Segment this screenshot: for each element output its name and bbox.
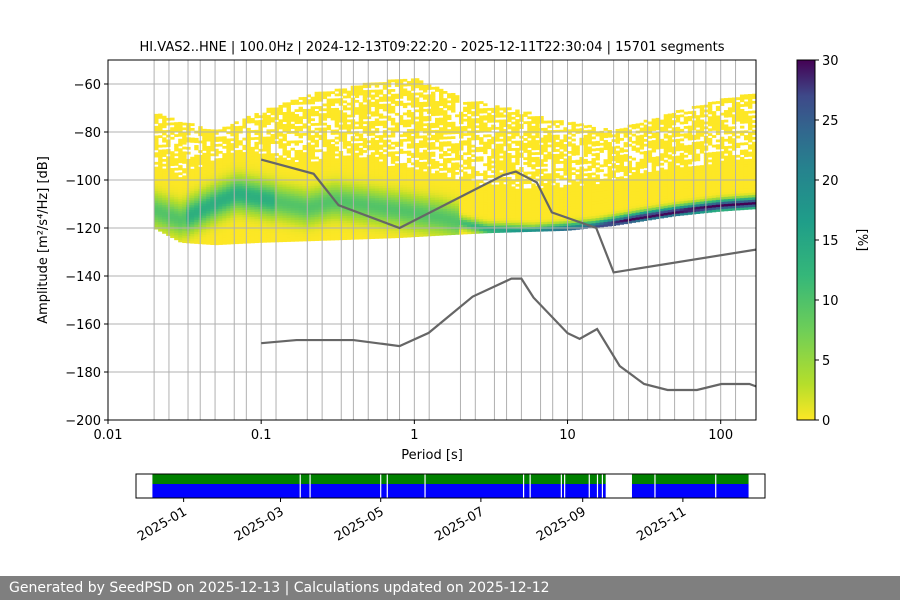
availability-tick-label: 2025-07 (432, 504, 487, 544)
x-tick-label: 0.1 (251, 428, 272, 443)
colorbar-tick-label: 30 (822, 54, 839, 69)
grid-lines (108, 60, 756, 420)
y-tick-label: −180 (65, 366, 101, 381)
plot-frame (107, 59, 757, 421)
availability-tick-label: 2025-11 (634, 504, 689, 544)
colorbar (796, 59, 816, 421)
availability-date-ticks: 2025-01 2025-03 2025-05 2025-07 2025-09 2025-… (135, 498, 689, 545)
availability-data-bar (152, 474, 606, 484)
psd-heatmap (154, 78, 756, 246)
x-tick-label: 1 (410, 428, 418, 443)
availability-tick-label: 2025-03 (232, 504, 287, 544)
availability-tick-label: 2025-09 (534, 504, 589, 544)
y-tick-label: −200 (65, 414, 101, 429)
x-tick-label: 10 (559, 428, 576, 443)
y-tick-label: −140 (65, 270, 101, 285)
y-tick-label: −60 (74, 78, 101, 93)
y-tick-label: −120 (65, 222, 101, 237)
y-tick-label: −80 (74, 126, 101, 141)
x-axis-ticks: 0.01 0.1 1 10 100 (94, 420, 733, 443)
colorbar-ticks: 0 5 10 15 20 25 30 (815, 54, 839, 429)
nhnm-curve (260, 158, 756, 274)
colorbar-tick-label: 20 (822, 174, 839, 189)
footer-bar: Generated by SeedPSD on 2025-12-13 | Cal… (0, 576, 900, 600)
x-tick-label: 0.01 (94, 428, 123, 443)
y-tick-label: −100 (65, 174, 101, 189)
availability-frame (135, 473, 766, 499)
colorbar-label: [%] (854, 229, 869, 252)
colorbar-tick-label: 25 (822, 114, 839, 129)
colorbar-tick-label: 10 (822, 294, 839, 309)
nlnm-curve (261, 277, 756, 392)
colorbar-tick-label: 0 (822, 414, 830, 429)
availability-data-bar (631, 474, 749, 484)
noise-model-curves (260, 158, 756, 392)
availability-gaps-bar (152, 484, 606, 498)
colorbar-tick-label: 5 (822, 354, 830, 369)
x-tick-label: 100 (708, 428, 733, 443)
availability-tick-label: 2025-01 (135, 504, 190, 544)
availability-tick-label: 2025-05 (332, 504, 387, 544)
y-tick-label: −160 (65, 318, 101, 333)
chart-title: HI.VAS2..HNE | 100.0Hz | 2024-12-13T09:2… (140, 40, 725, 55)
x-axis-label: Period [s] (401, 448, 463, 463)
availability-gaps-bar (631, 484, 749, 498)
footer-text: Generated by SeedPSD on 2025-12-13 | Cal… (9, 580, 550, 596)
availability-bars (152, 474, 749, 498)
colorbar-tick-label: 15 (822, 234, 839, 249)
y-axis-ticks: −200 −180 −160 −140 −120 −100 −80 −60 (65, 78, 108, 429)
y-axis-label: Amplitude [m²/s⁴/Hz] [dB] (36, 156, 51, 324)
